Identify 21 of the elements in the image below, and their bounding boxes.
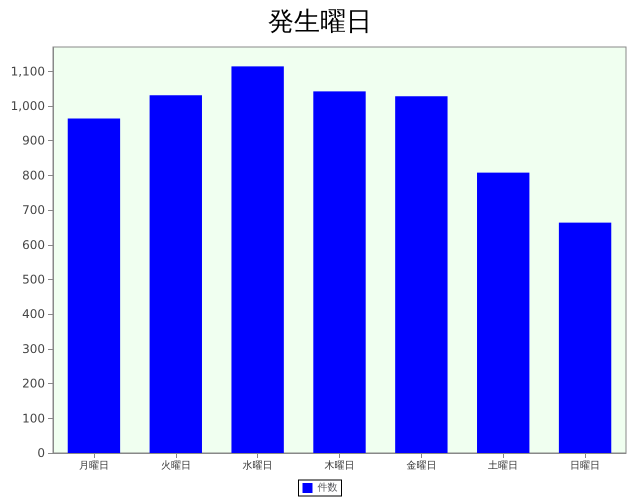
y-tick-label: 1,100	[10, 64, 45, 78]
y-tick-label: 500	[22, 272, 45, 286]
y-tick-label: 800	[22, 168, 45, 182]
x-tick-label: 金曜日	[406, 460, 436, 472]
x-tick-label: 水曜日	[242, 460, 273, 472]
x-tick-label: 火曜日	[160, 460, 191, 472]
x-tick-label: 木曜日	[324, 460, 354, 472]
y-tick-label: 200	[22, 376, 45, 391]
x-tick-label: 月曜日	[78, 460, 109, 472]
y-tick-label: 1,000	[10, 98, 45, 113]
y-tick-label: 900	[22, 134, 45, 148]
x-tick-label: 日曜日	[570, 460, 600, 472]
legend-label: 件数	[318, 482, 338, 494]
y-tick-label: 300	[22, 342, 45, 356]
y-tick-label: 700	[22, 203, 45, 218]
y-tick-label: 100	[22, 411, 45, 426]
y-tick-label: 400	[22, 307, 45, 322]
x-tick-label: 土曜日	[488, 460, 518, 472]
chart-title: 発生曜日	[268, 7, 372, 37]
y-tick-label: 0	[37, 446, 45, 460]
y-tick-label: 600	[22, 238, 45, 252]
